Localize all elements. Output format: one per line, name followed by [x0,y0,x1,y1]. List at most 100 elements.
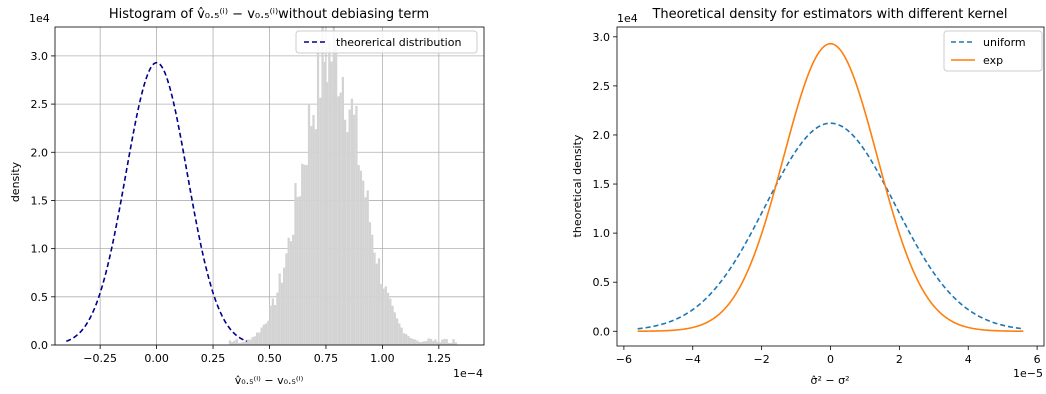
chart1-hist-bar-89 [429,338,433,345]
chart1-hist-bar-68 [382,288,385,345]
chart1-hist-bar-18 [269,305,272,345]
histogram-chart: Histogram of v̂₀.₅⁽ⁱ⁾ − v₀.₅⁽ⁱ⁾without d… [9,7,485,387]
chart1-hist-bar-8 [246,339,250,345]
chart1-hist-bar-53 [348,109,351,345]
chart1-hist-bar-43 [325,82,329,346]
chart1-hist-bar-16 [264,323,268,345]
chart1-grid [55,27,484,346]
chart1-hist-bar-67 [380,284,383,345]
chart2-title: Theoretical density for estimators with … [651,7,1007,22]
chart1-hist-bar-55 [353,114,356,345]
chart1-hist-bar-75 [398,323,401,345]
chart1-hist-bar-64 [373,252,376,345]
chart1-y-tick-label-6: 3.0 [31,50,49,63]
chart1-hist-bar-65 [375,263,378,345]
chart1-hist-bar-42 [323,61,326,346]
chart1-x-tick-label-3: 0.50 [257,352,282,365]
chart1-hist-bar-69 [384,286,387,345]
chart1-hist-bar-2 [233,340,236,345]
chart2-x-tick-label-4: 2 [896,353,903,366]
chart1-hist-bar-37 [312,114,315,346]
chart1-hist-bar-77 [402,333,405,345]
chart1-hist-bar-96 [445,339,448,345]
chart2-x-tick-label-6: 6 [1034,353,1041,366]
chart1-hist-bar-33 [303,164,306,345]
chart2-y-tick-label-4: 2.0 [593,129,611,142]
chart1-hist-bar-23 [280,282,284,345]
chart1-hist-bar-98 [450,342,453,345]
chart1-hist-bar-99 [452,339,455,345]
chart1-hist-bar-76 [400,327,403,345]
chart1-y-offset-label: 1e4 [29,12,50,25]
chart1-hist-bar-38 [314,129,317,345]
chart1-hist-bar-63 [371,234,374,345]
chart1-hist-bar-50 [341,76,345,346]
chart2-x-offset-label: 1e−5 [1013,367,1043,380]
chart2-legend-label-exp: exp [983,54,1003,67]
chart2-x-tick-label-1: −4 [685,353,701,366]
chart1-hist-bar-74 [395,318,399,345]
chart1-hist-bar-78 [404,334,408,345]
chart1-hist-bar-32 [301,163,304,345]
chart1-hist-bar-27 [289,241,293,345]
chart2-y-tick-label-0: 0.0 [593,325,611,338]
chart1-hist-bar-97 [447,342,451,345]
chart1-hist-bar-56 [355,105,358,346]
chart1-hist-bar-40 [319,97,322,345]
chart1-hist-bar-90 [432,340,435,345]
chart1-hist-bar-28 [292,234,295,345]
chart1-hist-bar-51 [344,119,347,345]
chart1-hist-bar-84 [418,342,421,345]
chart1-title: Histogram of v̂₀.₅⁽ⁱ⁾ − v₀.₅⁽ⁱ⁾without d… [109,7,429,22]
chart2-series [637,42,1024,333]
chart1-hist-bar-92 [436,341,439,345]
chart2-legend-box [943,30,1043,72]
chart1-x-offset-label: 1e−4 [453,367,483,380]
chart1-x-tick-label-0: −0.25 [83,352,117,365]
chart2-x-ticks: −6 −4 −2 0 2 4 6 [616,346,1041,366]
chart1-hist-bar-19 [271,298,275,345]
chart1-hist-bar-86 [423,341,426,345]
chart1-y-tick-label-2: 1.0 [31,243,49,256]
chart1-hist-bar-9 [249,339,252,345]
chart1-hist-bar-100 [454,342,457,345]
chart1-x-tick-label-1: 0.00 [144,352,169,365]
chart2-y-tick-label-1: 0.5 [593,276,611,289]
chart1-hist-bar-31 [298,196,302,345]
chart1-hist-bar-93 [438,342,442,345]
chart1-hist-bar-12 [255,332,259,345]
chart1-hist-bar-80 [409,337,412,345]
chart1-hist-bar-3 [235,338,238,345]
chart1-hist-bar-13 [258,332,261,345]
chart1-x-tick-label-6: 1.25 [427,352,452,365]
chart1-hist-bar-95 [443,338,446,345]
chart2-series-uniform [637,122,1024,330]
chart1-y-axis-label: density [9,161,22,202]
chart1-x-tick-label-5: 1.00 [370,352,395,365]
chart1-hist-bar-57 [357,165,360,345]
chart1-x-axis-label: v̂₀.₅⁽ⁱ⁾ − v₀.₅⁽ⁱ⁾ [235,374,304,387]
chart2-y-tick-label-3: 1.5 [593,178,611,191]
chart1-hist-bar-81 [411,338,415,345]
chart2-x-tick-label-5: 4 [965,353,972,366]
chart1-hist-bar-34 [305,165,308,345]
chart1-hist-bar-14 [260,327,263,345]
chart1-hist-bar-66 [377,258,381,345]
chart2-x-tick-label-2: −2 [754,353,770,366]
chart1-hist-bar-47 [334,38,338,345]
chart1-hist-bar-58 [359,170,363,345]
chart1-hist-bar-7 [244,340,247,345]
chart1-x-tick-label-4: 0.75 [314,352,339,365]
chart1-hist-bar-48 [337,96,340,345]
chart1-legend-label-theoretical: theorerical distribution [336,36,461,49]
chart2-axes-frame [616,26,1045,347]
chart1-hist-bar-49 [339,92,342,345]
chart2-legend: uniform exp [943,30,1043,72]
chart1-hist-bar-79 [407,335,410,345]
chart1-hist-bar-11 [253,336,256,345]
chart1-x-tick-label-2: 0.25 [201,352,226,365]
chart2-y-offset-label: 1e4 [617,12,638,25]
chart1-theoretical-curve [66,61,248,343]
chart1-hist-bar-36 [310,126,313,345]
